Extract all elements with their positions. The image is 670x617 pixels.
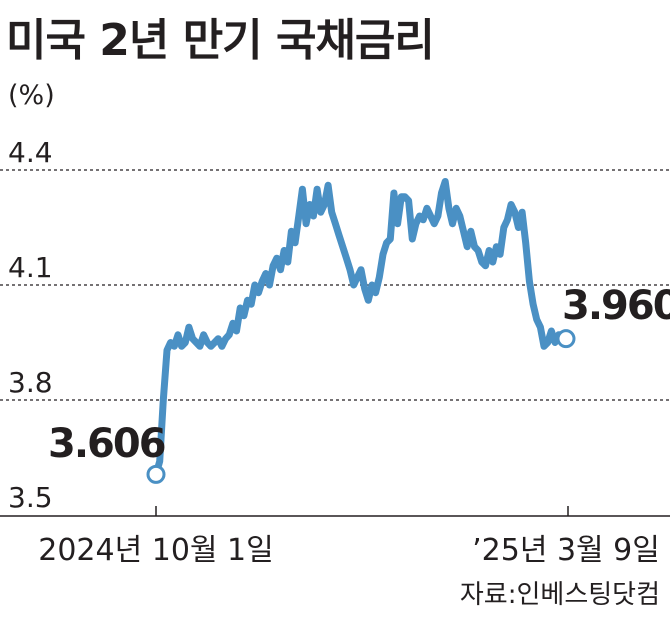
y-tick-label: 4.4 <box>8 136 53 169</box>
y-tick-label: 3.8 <box>8 366 53 399</box>
y-tick-labels: 3.5 3.8 4.1 4.4 <box>8 136 53 514</box>
x-tick-label-start: 2024년 10월 1일 <box>38 533 273 568</box>
start-point-marker <box>146 464 166 484</box>
end-value-label: 3.960 <box>562 283 670 329</box>
chart-title: 미국 2년 만기 국채금리 <box>6 15 435 66</box>
y-tick-label: 4.1 <box>8 251 53 284</box>
source-note: 자료:인베스팅닷컴 <box>459 580 660 610</box>
x-tick-label-end: ’25년 3월 9일 <box>472 533 660 568</box>
end-point-marker <box>556 329 576 349</box>
y-axis-unit: (%) <box>8 80 55 111</box>
gridlines <box>0 169 670 401</box>
start-value-label: 3.606 <box>48 421 165 467</box>
series-line <box>152 178 570 478</box>
y-tick-label: 3.5 <box>8 481 53 514</box>
